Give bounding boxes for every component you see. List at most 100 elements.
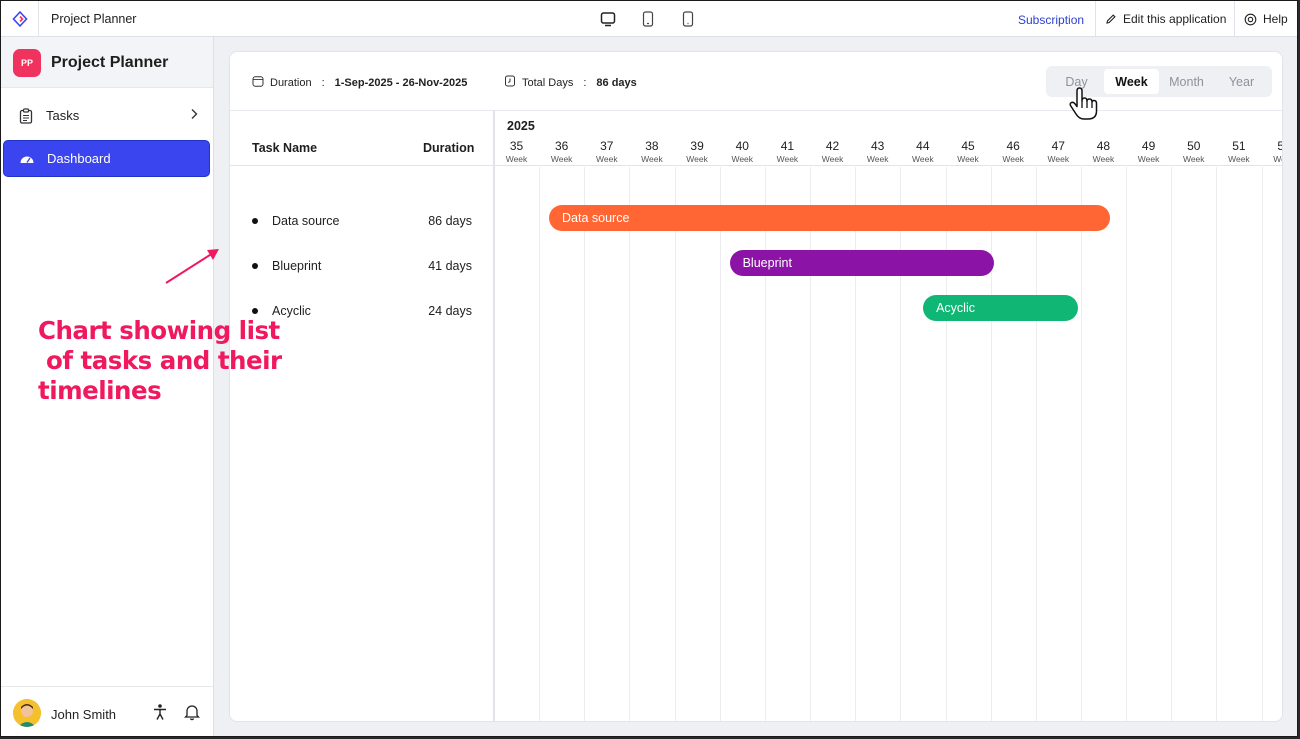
week-number: 41 [780,139,795,153]
week-unit-label: Week [957,154,979,164]
edit-application-label: Edit this application [1123,12,1227,26]
task-row[interactable]: Blueprint 41 days [252,258,472,278]
sidebar-item-dashboard[interactable]: Dashboard [3,140,210,177]
week-number: 40 [735,139,749,153]
week-gridline [1126,167,1128,721]
timeline-year: 2025 [507,119,535,133]
accessibility-icon[interactable] [152,703,168,726]
week-number: 49 [1141,139,1156,153]
bell-icon[interactable] [183,703,201,726]
help-lifebuoy-icon [1244,13,1257,25]
week-column-header: 48 Week [1081,139,1126,164]
separator-colon: : [583,76,587,89]
top-bar: Project Planner Subscription Edit this a… [1,1,1297,37]
column-divider[interactable] [493,110,495,721]
task-duration: 41 days [428,259,472,273]
week-gridline [900,167,902,721]
hand-pointer-cursor-icon [1068,86,1098,127]
view-mode-month[interactable]: Month [1169,74,1204,89]
task-row[interactable]: Acyclic 24 days [252,303,472,323]
task-name: Acyclic [272,304,311,318]
timeline-header: Task Name Duration 2025 35 Week 36 Week 37 We… [230,110,1282,166]
week-unit-label: Week [1092,154,1115,164]
total-days-label: Total Days [522,76,574,89]
week-gridline [584,167,586,721]
week-gridline [764,167,766,721]
week-gridline [855,167,857,721]
week-unit-label: Week [505,154,528,164]
bullet-icon [252,263,258,269]
user-panel: John Smith [1,686,213,736]
week-unit-label: Week [550,154,573,164]
sidebar-item-tasks[interactable]: Tasks [3,97,210,134]
week-gridline [810,167,812,721]
separator-colon: : [321,76,325,89]
annotation-arrow-icon [165,249,219,284]
device-preview-switcher [599,10,697,28]
week-number: 44 [916,139,930,153]
column-header-task-name: Task Name [252,141,318,155]
total-days-value: 86 days [596,76,637,89]
task-bar[interactable]: Data source [549,205,1111,231]
total-days-summary: Total Days : 86 days [504,75,637,90]
week-column-header: 40 Week [720,139,765,164]
week-number: 52 [1262,139,1282,153]
week-gridline [539,167,541,721]
sidebar-brand: PP Project Planner [1,37,213,88]
mobile-view-icon[interactable] [679,10,697,28]
tablet-view-icon[interactable] [639,10,657,28]
desktop-view-icon[interactable] [599,10,617,28]
sidebar-item-label: Dashboard [47,151,111,166]
clipboard-icon [17,107,35,124]
week-number: 47 [1051,139,1065,153]
week-number: 50 [1187,139,1201,153]
week-column-header: 52Week [1262,139,1282,164]
annotation-callout: Chart showing list of tasks and their ti… [38,316,282,405]
pencil-icon [1106,14,1116,24]
week-unit-label: Week [1182,154,1205,164]
week-unit-label: Week [912,154,934,164]
gantt-card: Duration : 1-Sep-2025 - 26-Nov-2025 Tota… [229,51,1283,722]
week-column-header: 45 Week [946,139,991,164]
help-label: Help [1263,12,1288,26]
week-column-header: 44 Week [900,139,945,164]
task-duration: 24 days [428,304,472,318]
week-gridline [1080,167,1082,721]
subscription-link[interactable]: Subscription [1018,13,1085,27]
sidebar-item-label: Tasks [46,108,80,123]
week-unit-label: Week [1228,154,1250,164]
view-mode-toggle: Day Week Month Year [1046,66,1272,97]
view-mode-week[interactable]: Week [1104,69,1159,94]
week-number: 37 [600,139,614,153]
view-mode-year[interactable]: Year [1228,74,1255,89]
week-column-header: 51 Week [1216,139,1261,164]
task-bar-label: Acyclic [936,301,975,315]
edit-application-button[interactable]: Edit this application [1105,12,1226,26]
task-duration: 86 days [428,214,472,228]
avatar[interactable] [13,699,41,727]
week-gridline [945,167,947,721]
duration-summary: Duration : 1-Sep-2025 - 26-Nov-2025 [252,75,467,90]
view-mode-day[interactable]: Day [1065,74,1088,89]
task-bar[interactable]: Acyclic [923,295,1078,321]
week-gridline [990,167,992,721]
sidebar-app-name: Project Planner [51,54,169,71]
bullet-icon [252,218,258,224]
week-column-header: 41 Week [765,139,810,164]
week-number: 39 [690,139,704,153]
week-number: 45 [961,139,975,153]
app-logo-icon[interactable] [1,1,39,37]
help-button[interactable]: Help [1244,12,1288,26]
task-bar[interactable]: Blueprint [729,250,994,276]
chevron-right-icon [190,108,198,123]
week-unit-label: Week [731,154,754,164]
week-column-header: 46 Week [991,139,1036,164]
week-column-header: 49 Week [1126,139,1171,164]
week-gridline [1261,167,1263,721]
week-column-header: 37 Week [584,139,629,164]
task-row[interactable]: Data source 86 days [252,213,472,233]
week-number: 43 [871,139,885,153]
week-column-header: 38 Week [629,139,674,164]
week-unit-label: Week [1137,154,1160,164]
